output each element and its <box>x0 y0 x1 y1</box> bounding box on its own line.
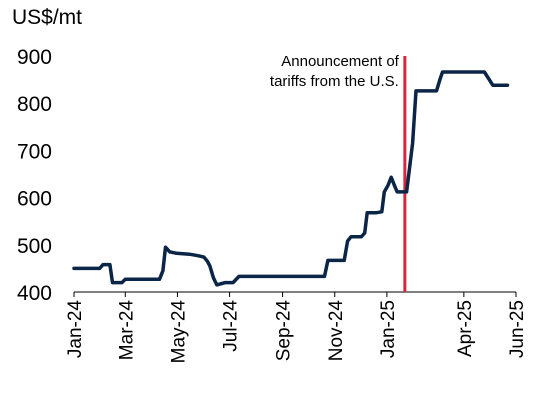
x-tick-label: Jan-25 <box>378 300 399 358</box>
y-tick-label: 900 <box>17 46 52 69</box>
x-tick-label: Apr-25 <box>455 300 476 357</box>
y-tick-label: 500 <box>17 235 52 258</box>
annotation-text-line: Announcement of <box>281 53 399 70</box>
y-tick-label: 600 <box>17 188 52 211</box>
y-tick-label: 700 <box>17 140 52 163</box>
x-tick-label: Sep-24 <box>274 300 295 362</box>
x-tick-label: Jul-24 <box>221 300 242 352</box>
y-axis-unit-label: US$/mt <box>12 6 83 29</box>
price-series-line <box>72 70 510 287</box>
annotation-text-line: tariffs from the U.S. <box>270 73 399 90</box>
y-tick-label: 400 <box>17 282 52 305</box>
x-tick-label: May-24 <box>168 300 189 364</box>
y-tick-label: 800 <box>17 93 52 116</box>
x-tick-label: Jan-24 <box>65 300 86 359</box>
x-tick-label: Nov-24 <box>326 300 347 362</box>
x-tick-label: Jun-25 <box>507 300 528 358</box>
x-tick-label: Mar-24 <box>116 300 137 361</box>
